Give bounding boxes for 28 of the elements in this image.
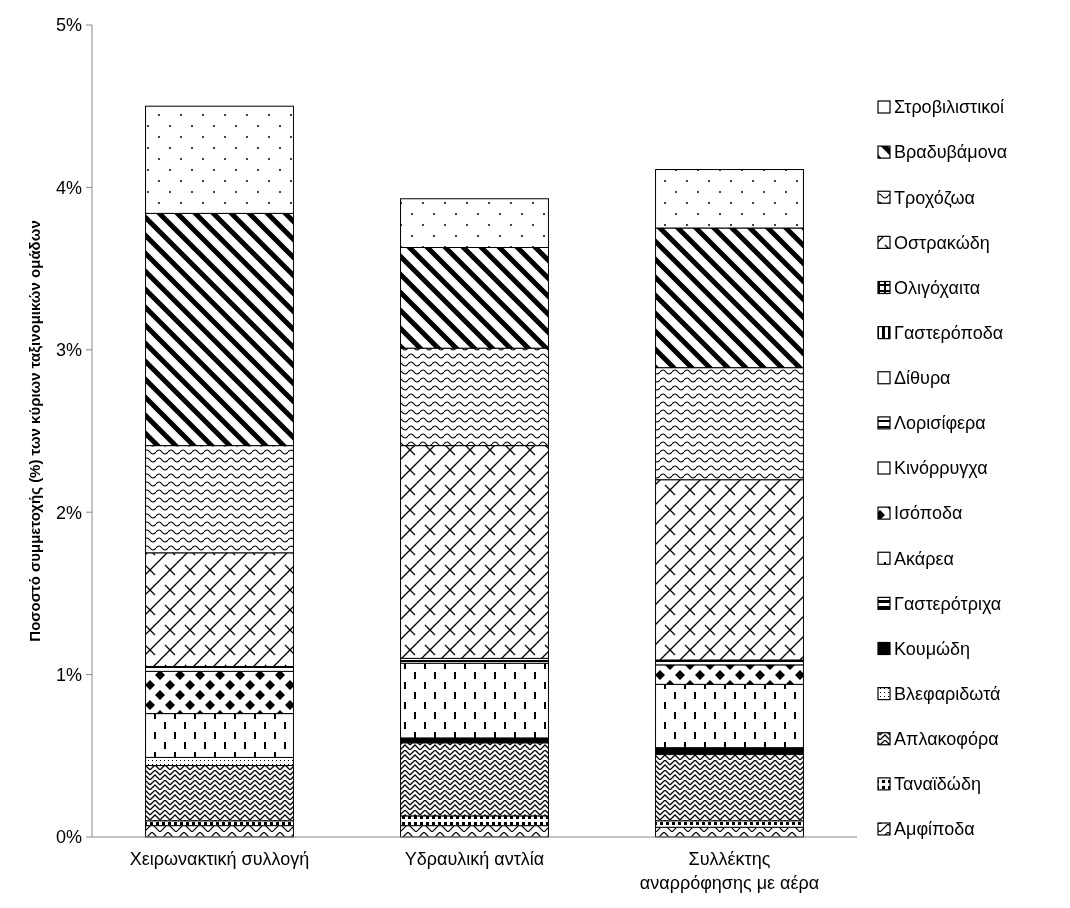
y-tick-label: 2%: [55, 502, 82, 523]
legend-label: Οστρακώδη: [894, 232, 990, 253]
legend-label: Κουμώδη: [894, 638, 971, 659]
y-tick-label: 0%: [55, 827, 82, 848]
legend-label: Βραδυβάμονα: [894, 142, 1008, 163]
legend-label: Ταναϊδώδη: [894, 774, 981, 795]
y-tick-label: 5%: [55, 15, 82, 36]
legend-label: Αμφίποδα: [894, 819, 975, 840]
legend-label: Δίθυρα: [894, 368, 951, 389]
legend-label: Λορισίφερα: [894, 413, 986, 434]
legend-label: Ακάρεα: [894, 548, 954, 569]
legend-label: Ολιγόχαιτα: [894, 277, 981, 298]
y-tick-label: 4%: [55, 177, 82, 198]
legend-label: Κινόρρυγχα: [894, 458, 988, 479]
legend-label: Γαστερότριχα: [894, 593, 1002, 614]
x-tick-label: Χειρωνακτική συλλογή: [129, 849, 310, 869]
x-tick-label: Συλλέκτης αναρρόφησης με αέρα: [639, 849, 820, 893]
legend-label: Στροβιλιστικοί: [894, 97, 1004, 118]
y-tick-label: 3%: [55, 340, 82, 361]
bar: [400, 662, 549, 739]
x-tick-label: Υδραυλική αντλία: [404, 849, 545, 869]
legend-label: Γαστερόποδα: [894, 322, 1004, 343]
legend-label: Ισόποδα: [894, 503, 963, 524]
legend-label: Απλακοφόρα: [894, 729, 999, 750]
legend-label: Τροχόζωα: [894, 187, 975, 208]
y-axis-title: Ποσοστό συμμετοχής (%) των κύριων ταξινομικών ομάδων: [26, 220, 43, 642]
legend-label: Βλεφαριδωτά: [894, 683, 1001, 704]
y-tick-label: 1%: [55, 664, 82, 685]
